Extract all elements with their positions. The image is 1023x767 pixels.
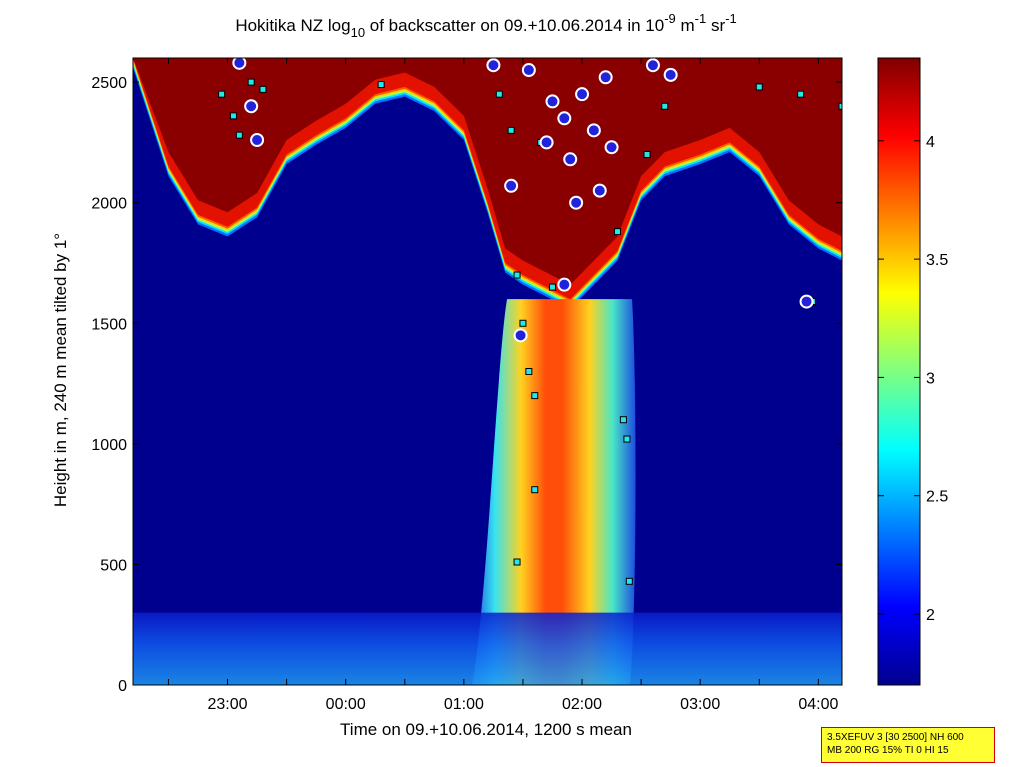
colorbar-tick-label: 2 [926, 607, 935, 624]
colorbar-axis: 2 2.5 3 3.5 4 [878, 134, 948, 624]
x-tick-label: 01:00 [444, 696, 484, 713]
cloud-base-marker [755, 83, 763, 91]
cloud-top-marker [569, 195, 584, 210]
info-line-1: 3.5XEFUV 3 [30 2500] NH 600 [827, 732, 964, 743]
cloud-base-marker [838, 102, 842, 110]
cloud-base-marker [229, 112, 237, 120]
y-tick-label: 2000 [91, 196, 127, 213]
cloud-top-marker [250, 132, 265, 147]
x-tick-label: 23:00 [208, 696, 248, 713]
cloud-base-marker [531, 392, 539, 400]
y-tick-label: 2500 [91, 75, 127, 92]
cloud-base-marker [218, 90, 226, 98]
cloud-base-marker [623, 435, 631, 443]
colorbar [878, 58, 920, 685]
x-tick-label: 02:00 [562, 696, 602, 713]
colorbar-tick-label: 2.5 [926, 489, 948, 506]
colorbar-tick-label: 3 [926, 370, 935, 387]
cloud-base-marker [259, 85, 267, 93]
cloud-base-marker [525, 368, 533, 375]
cloud-base-marker [235, 131, 243, 139]
plot-frame [132, 57, 843, 686]
cloud-top-marker [604, 140, 619, 155]
cloud-top-marker [232, 58, 247, 70]
cloud-top-marker [586, 123, 601, 138]
cloud-base-marker [797, 90, 805, 98]
y-tick-label: 1500 [91, 316, 127, 333]
cloud-top-marker [504, 178, 519, 193]
processing-info-box: 3.5XEFUV 3 [30 2500] NH 600 MB 200 RG 15… [821, 727, 995, 763]
cloud-band [133, 58, 842, 285]
smoke-plume [472, 299, 636, 685]
cloud-base-marker [643, 150, 651, 158]
cloud-top-marker [563, 152, 578, 167]
cloud-base-marker [247, 78, 255, 86]
cloud-top-marker [521, 63, 536, 78]
cloud-top-marker [244, 99, 259, 114]
cloud-top-marker [645, 58, 660, 73]
colorbar-tick-label: 4 [926, 134, 935, 151]
cloud-top-marker [513, 328, 528, 343]
heatmap-area [133, 58, 842, 685]
cloud-base-marker [548, 283, 556, 291]
y-tick-label: 0 [118, 678, 127, 695]
cloud-base-marker [519, 319, 527, 327]
cloud-base-marker [613, 228, 621, 236]
cloud-top-marker [545, 94, 560, 109]
cloud-base-marker [513, 558, 521, 566]
info-line-2: MB 200 RG 15% TI 0 HI 15 [827, 745, 949, 756]
y-axis-label: Height in m, 240 m mean tilted by 1° [51, 233, 70, 507]
colorbar-frame [877, 57, 921, 686]
cloud-top-marker [799, 294, 814, 309]
cloud-base-marker [377, 81, 385, 89]
cloud-layer [133, 58, 842, 309]
y-axis: 0 500 1000 1500 2000 2500 [91, 75, 842, 695]
cloud-base-marker [495, 90, 503, 98]
cloud-top-marker [575, 87, 590, 102]
cloud-base-marker [619, 416, 627, 424]
y-tick-label: 500 [100, 557, 127, 574]
cloud-top-marker [539, 135, 554, 150]
y-tick-label: 1000 [91, 437, 127, 454]
x-axis: 23:00 00:00 01:00 02:00 03:00 04:00 [167, 58, 838, 713]
cloud-base-marker [513, 271, 521, 279]
cloud-top-marker [557, 277, 572, 292]
cloud-base-marker [507, 126, 515, 134]
cloud-top-marker [557, 111, 572, 126]
x-tick-label: 04:00 [798, 696, 838, 713]
chart-title: Hokitika NZ log10 of backscatter on 09.+… [235, 11, 736, 40]
x-axis-label: Time on 09.+10.06.2014, 1200 s mean [340, 720, 632, 739]
cloud-top-marker [486, 58, 501, 73]
cloud-top-marker [592, 183, 607, 198]
cloud-top-marker [663, 67, 678, 82]
cloud-base-marker [531, 486, 539, 494]
cloud-base-marker [661, 102, 669, 110]
x-tick-label: 00:00 [326, 696, 366, 713]
marker-layer [218, 58, 842, 585]
cloud-base-marker [625, 577, 633, 585]
colorbar-tick-label: 3.5 [926, 252, 948, 269]
surface-aerosol-layer [133, 612, 842, 685]
x-tick-label: 03:00 [680, 696, 720, 713]
cloud-top-marker [598, 70, 613, 85]
